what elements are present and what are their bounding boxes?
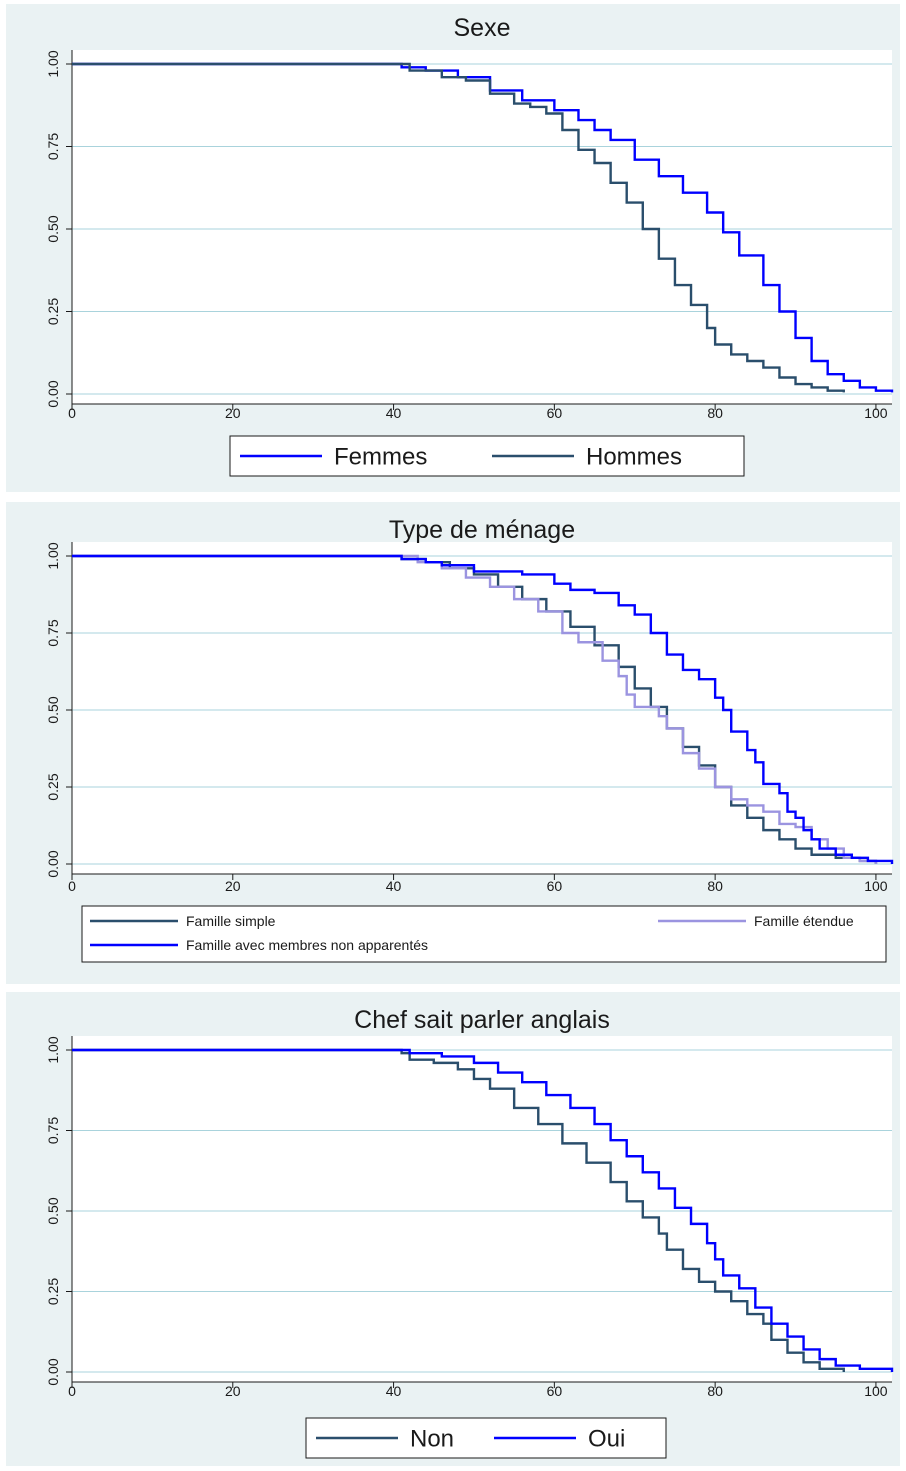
x-tick-label: 80 xyxy=(707,405,723,421)
legend-label-oui: Oui xyxy=(588,1426,625,1453)
y-tick-label: 0.75 xyxy=(45,619,61,646)
y-tick-label: 1.00 xyxy=(45,50,61,77)
series-line-hommes xyxy=(72,62,845,393)
plot-area xyxy=(72,1036,892,1382)
x-tick-label: 0 xyxy=(68,405,76,421)
chart-panel-sexe: Sexe 0.00 0.25 0.50 0.75 1.00 0 20 40 60 80 100 Femm… xyxy=(6,4,900,492)
y-tick-label: 0.50 xyxy=(45,1197,61,1224)
series-line-famille-avec-membres-non-apparentes xyxy=(72,554,894,864)
legend-label-famille-simple: Famille simple xyxy=(186,913,276,929)
x-tick-label: 60 xyxy=(547,1383,563,1399)
x-tick-label: 0 xyxy=(68,878,76,894)
y-tick-label: 0.25 xyxy=(45,773,61,800)
y-tick-label: 1.00 xyxy=(45,1036,61,1063)
x-tick-label: 40 xyxy=(386,1383,402,1399)
survival-chart-sexe: Sexe 0.00 0.25 0.50 0.75 1.00 0 20 40 60 80 100 Femm… xyxy=(45,14,894,477)
x-tick-label: 100 xyxy=(864,1383,888,1399)
survival-chart-chef-anglais: Chef sait parler anglais 0.00 0.25 0.50 0.75… xyxy=(45,1006,894,1459)
x-tick-label: 20 xyxy=(225,1383,241,1399)
y-tick-label: 0.25 xyxy=(45,298,61,325)
legend-label-famille-avec-membres-non-apparentes: Famille avec membres non apparentés xyxy=(186,937,428,953)
x-tick-label: 100 xyxy=(864,878,888,894)
y-tick-label: 0.00 xyxy=(45,380,61,407)
legend: Famille simple Famille étendue Famille ave… xyxy=(81,905,887,963)
legend: Femmes Hommes xyxy=(229,435,745,477)
x-tick-label: 40 xyxy=(386,405,402,421)
y-tick-label: 0.25 xyxy=(45,1278,61,1305)
x-tick-label: 60 xyxy=(547,878,563,894)
chart-title: Type de ménage xyxy=(389,516,575,544)
y-tick-label: 0.50 xyxy=(45,696,61,723)
survival-chart-type-de-menage: Type de ménage 0.00 0.25 0.50 0.75 1.00 0 20 40 6… xyxy=(45,516,894,963)
legend-label-non: Non xyxy=(410,1426,454,1453)
plot-area xyxy=(72,542,892,874)
x-tick-label: 20 xyxy=(225,878,241,894)
legend-box xyxy=(81,905,887,963)
series-line-non xyxy=(72,1048,845,1372)
y-tick-label: 0.75 xyxy=(45,1117,61,1144)
legend-label-femmes: Femmes xyxy=(334,444,427,471)
x-tick-label: 80 xyxy=(707,878,723,894)
chart-panel-type-de-menage: Type de ménage 0.00 0.25 0.50 0.75 1.00 0 20 40 6… xyxy=(6,502,900,984)
y-tick-label: 1.00 xyxy=(45,542,61,569)
series-line-oui xyxy=(72,1048,894,1372)
chart-panel-chef-anglais: Chef sait parler anglais 0.00 0.25 0.50 0.75… xyxy=(6,992,900,1466)
chart-title: Sexe xyxy=(454,14,511,42)
chart-title: Chef sait parler anglais xyxy=(354,1006,610,1034)
y-tick-label: 0.00 xyxy=(45,850,61,877)
x-tick-label: 100 xyxy=(864,405,888,421)
x-tick-label: 80 xyxy=(707,1383,723,1399)
x-tick-label: 40 xyxy=(386,878,402,894)
x-tick-label: 60 xyxy=(547,405,563,421)
legend-label-hommes: Hommes xyxy=(586,444,682,471)
x-tick-label: 20 xyxy=(225,405,241,421)
y-tick-label: 0.00 xyxy=(45,1358,61,1385)
y-tick-label: 0.75 xyxy=(45,133,61,160)
x-tick-label: 0 xyxy=(68,1383,76,1399)
y-tick-label: 0.50 xyxy=(45,215,61,242)
legend-label-famille-etendue: Famille étendue xyxy=(754,913,854,929)
legend: Non Oui xyxy=(305,1417,667,1459)
plot-area xyxy=(72,50,892,404)
